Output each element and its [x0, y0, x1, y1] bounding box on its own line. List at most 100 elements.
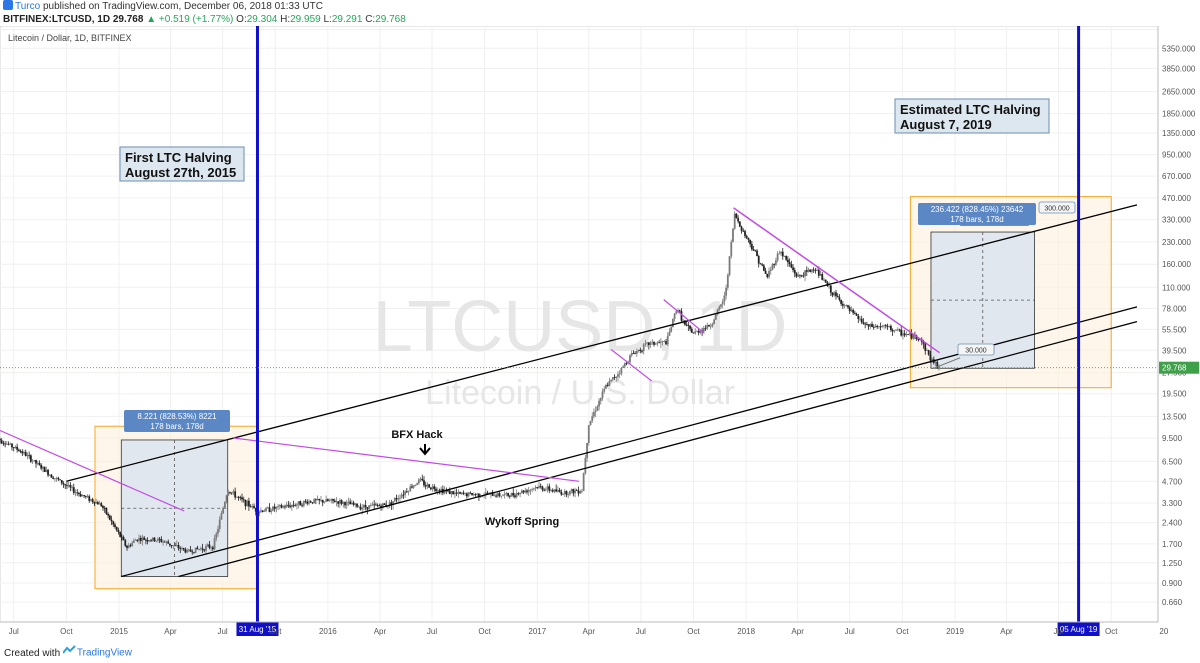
candle-body [215, 534, 217, 539]
candle-body [675, 311, 677, 314]
price-tick-label: 0.660 [1162, 598, 1183, 607]
candle-body [282, 506, 284, 507]
candle-body [69, 485, 71, 487]
candle-body [11, 444, 13, 448]
author-name[interactable]: Turco [15, 1, 40, 12]
brand-name[interactable]: TradingView [77, 648, 132, 659]
candle-body [466, 493, 468, 496]
candle-body [667, 336, 669, 344]
candle-body [881, 326, 883, 327]
price-tick-label: 6.500 [1162, 457, 1183, 466]
candle-body [645, 343, 647, 344]
candle-body [548, 486, 550, 490]
candle-body [500, 496, 502, 497]
candle-body [293, 505, 295, 506]
candle-body [868, 324, 870, 326]
candle-body [830, 286, 832, 293]
candle-body [814, 270, 816, 271]
candle-body [711, 324, 713, 326]
candle-body [567, 494, 569, 495]
candle-body [452, 491, 454, 494]
candle-body [851, 310, 853, 311]
candle-body [603, 389, 605, 392]
candle-body [13, 447, 15, 448]
candle-body [564, 491, 566, 494]
candle-body [514, 495, 516, 497]
candle-body [136, 540, 138, 541]
candle-body [157, 539, 159, 541]
price-chart[interactable]: LTCUSD, 1D Litecoin / U.S. Dollar 31 Aug… [0, 26, 1200, 644]
candle-body [384, 503, 386, 504]
candle-body [71, 487, 73, 488]
candle-body [897, 329, 899, 330]
candle-body [224, 502, 226, 508]
time-tick-label: Jul [427, 627, 437, 636]
candle-body [708, 325, 710, 326]
candle-body [782, 252, 784, 256]
candle-body [495, 496, 497, 497]
candle-body [857, 316, 859, 319]
time-tick-label: Apr [374, 627, 387, 636]
tradingview-logo-icon [63, 644, 77, 662]
candle-body [370, 505, 372, 506]
candle-body [18, 450, 20, 451]
candle-body [512, 493, 514, 495]
time-tick-label: Oct [1105, 627, 1118, 636]
candle-body [39, 463, 41, 465]
candle-body [42, 467, 44, 469]
candle-body [584, 458, 586, 473]
time-axis[interactable]: Jul Oct 2015 Apr Jul Oct 2016 Apr Jul Oct 2017 Apr J… [0, 622, 1169, 636]
candle-body [87, 496, 89, 497]
candle-body [131, 543, 133, 546]
candle-body [660, 342, 662, 343]
candle-body [130, 545, 132, 546]
candle-body [221, 513, 223, 519]
candle-body [195, 548, 197, 553]
candle-body [763, 266, 765, 271]
candle-body [167, 542, 169, 544]
candle-body [693, 333, 695, 334]
candle-body [372, 504, 374, 505]
measure-label-2015-line1: 8.221 (828.53%) 8221 [137, 412, 217, 421]
price-tick-label: 1.250 [1162, 559, 1183, 568]
time-tick-label: 2015 [110, 627, 128, 636]
candle-body [332, 499, 334, 501]
candle-body [629, 355, 631, 362]
high-value: 29.959 [290, 14, 321, 25]
candle-body [83, 495, 85, 496]
candle-body [686, 325, 688, 326]
candle-body [354, 504, 356, 505]
candle-body [126, 546, 128, 548]
candle-body [118, 530, 120, 532]
candle-body [15, 447, 17, 448]
price-tick-label: 78.000 [1162, 304, 1187, 313]
watermark: LTCUSD, 1D Litecoin / U.S. Dollar [373, 287, 788, 412]
candle-body [574, 490, 576, 493]
candle-body [880, 326, 882, 327]
candle-body [646, 342, 648, 343]
last-price-label: 29.768 [1162, 364, 1187, 373]
candle-body [16, 447, 18, 450]
candle-body [313, 499, 315, 503]
candle-body [636, 351, 638, 354]
price-tick-label: 110.000 [1162, 283, 1191, 292]
candle-body [135, 540, 137, 541]
candle-body [579, 491, 581, 493]
candle-body [713, 320, 715, 324]
candle-body [560, 492, 562, 495]
candle-body [615, 377, 617, 378]
candle-body [787, 260, 789, 262]
candle-body [839, 297, 841, 300]
candle-body [586, 443, 588, 458]
candle-body [869, 324, 871, 327]
candle-body [449, 491, 451, 494]
time-tick-label: Apr [791, 627, 804, 636]
time-tick-label: Apr [583, 627, 596, 636]
candle-body [696, 331, 698, 332]
candle-body [833, 292, 835, 295]
candle-body [124, 540, 126, 546]
candle-body [471, 493, 473, 495]
candle-body [663, 341, 665, 342]
candle-body [164, 542, 166, 543]
candle-body [821, 274, 823, 280]
